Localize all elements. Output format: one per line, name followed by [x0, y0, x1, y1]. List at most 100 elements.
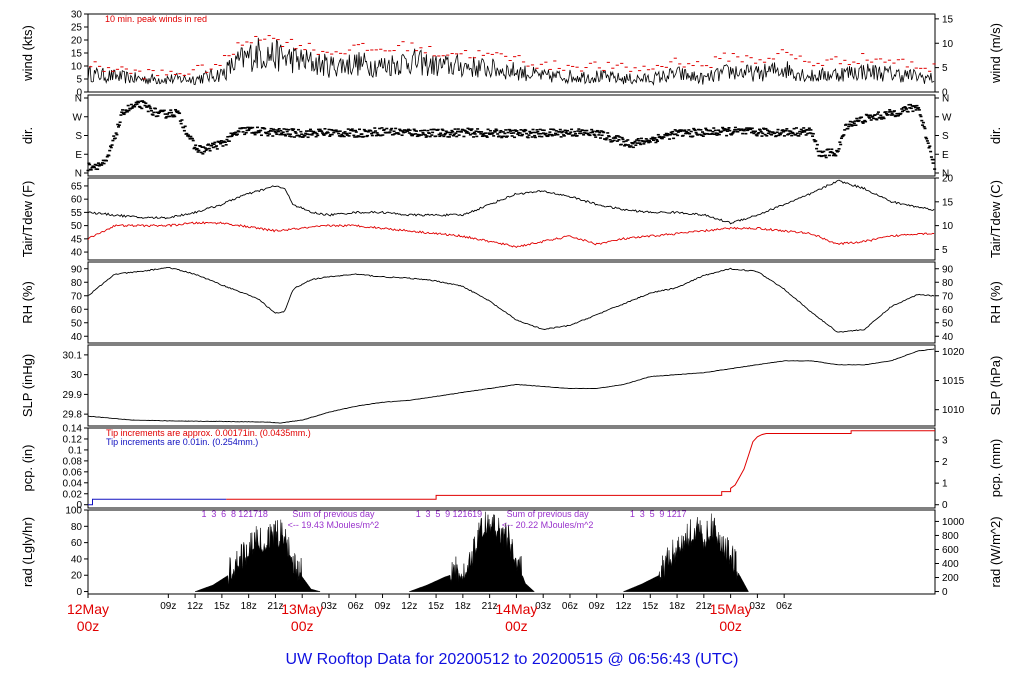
dir-point — [875, 118, 879, 121]
y-axis-label-left: Tair/Tdew (F) — [20, 181, 35, 258]
left-tick-label: 60 — [71, 538, 83, 549]
dir-point — [701, 135, 705, 137]
dir-point — [478, 131, 482, 133]
dir-point — [852, 124, 856, 127]
rad-hour-mark: 19 — [472, 509, 482, 519]
dir-point — [653, 137, 657, 139]
dir-point — [683, 129, 687, 131]
dir-point — [635, 142, 639, 144]
dir-point — [461, 129, 465, 131]
dir-point — [664, 132, 668, 135]
dir-point — [933, 168, 937, 170]
dir-point — [218, 141, 222, 143]
right-tick-label: 400 — [942, 559, 959, 570]
dir-point — [795, 132, 799, 135]
dir-point — [311, 132, 315, 135]
dir-point — [590, 128, 594, 131]
dir-point — [887, 111, 891, 113]
right-tick-label: 70 — [942, 291, 954, 302]
dir-point — [400, 134, 404, 137]
time-tick-label: 15z — [214, 601, 230, 612]
rad-hour-mark: 6 — [221, 509, 226, 519]
dir-point — [442, 135, 446, 138]
dir-point — [332, 131, 336, 134]
dir-point — [717, 133, 721, 136]
dir-point — [146, 110, 150, 113]
day-date-label: 13May — [281, 601, 323, 617]
left-tick-label: 10 — [71, 62, 83, 73]
dir-point — [851, 121, 855, 123]
dir-point — [202, 146, 206, 148]
dir-point — [135, 103, 139, 106]
dir-point — [111, 139, 115, 142]
dir-point — [382, 128, 386, 131]
dir-point — [287, 128, 291, 131]
dir-point — [470, 128, 474, 130]
dir-point — [456, 128, 460, 130]
dir-point — [705, 132, 709, 135]
dir-point — [190, 137, 194, 140]
dir-point — [839, 143, 843, 146]
dir-point — [183, 125, 187, 128]
dir-point — [116, 123, 120, 126]
dir-point — [804, 134, 808, 136]
dir-point — [647, 139, 651, 142]
dir-point — [162, 109, 166, 112]
dir-point — [553, 134, 557, 136]
dir-point — [672, 133, 676, 136]
dir-point — [276, 130, 280, 133]
dir-point — [775, 131, 779, 134]
dir-point — [105, 155, 109, 158]
dir-point — [799, 128, 803, 131]
rad-hour-mark: 1 — [630, 509, 635, 519]
dir-point — [427, 132, 431, 135]
dir-point — [848, 120, 852, 123]
rad-sum-value: <-- 19.43 MJoules/m^2 — [288, 520, 380, 530]
day-time-label: 00z — [719, 618, 742, 634]
dir-point — [581, 129, 585, 132]
dir-point — [684, 130, 688, 133]
dir-point — [705, 129, 709, 131]
rad-hour-mark: 8 — [231, 509, 236, 519]
dir-point — [336, 130, 340, 133]
dir-point — [340, 133, 344, 136]
left-tick-label: 40 — [71, 248, 83, 259]
dir-point — [768, 131, 772, 133]
dir-point — [734, 129, 738, 131]
dir-point — [891, 114, 895, 116]
dir-point — [761, 132, 765, 135]
dir-point — [582, 132, 586, 134]
right-tick-label: 0 — [942, 500, 948, 511]
dir-point — [602, 131, 606, 134]
dir-point — [544, 132, 548, 135]
dir-point — [554, 132, 558, 135]
dir-point — [343, 131, 347, 133]
left-tick-label: 90 — [71, 264, 83, 275]
left-tick-label: 0.14 — [63, 424, 83, 435]
dir-point — [561, 130, 565, 133]
dir-point — [329, 128, 333, 131]
dir-point — [615, 140, 619, 142]
dir-point — [607, 135, 611, 138]
dir-point — [175, 111, 179, 114]
dir-point — [601, 130, 605, 133]
dir-point — [921, 124, 925, 126]
left-tick-label: 60 — [71, 305, 83, 316]
dir-point — [402, 131, 406, 134]
dir-point — [411, 134, 415, 137]
dir-point — [904, 107, 908, 109]
dir-point — [908, 107, 912, 109]
dir-point — [805, 128, 809, 131]
dir-point — [244, 131, 248, 134]
dir-point — [364, 130, 368, 133]
dir-point — [635, 139, 639, 141]
dir-point — [614, 137, 618, 139]
dir-point — [500, 136, 504, 139]
dir-point — [782, 130, 786, 133]
right-tick-label: 0 — [942, 88, 948, 99]
dir-point — [642, 143, 646, 145]
dir-point — [102, 162, 106, 165]
dir-point — [170, 114, 174, 116]
dir-point — [914, 109, 918, 111]
